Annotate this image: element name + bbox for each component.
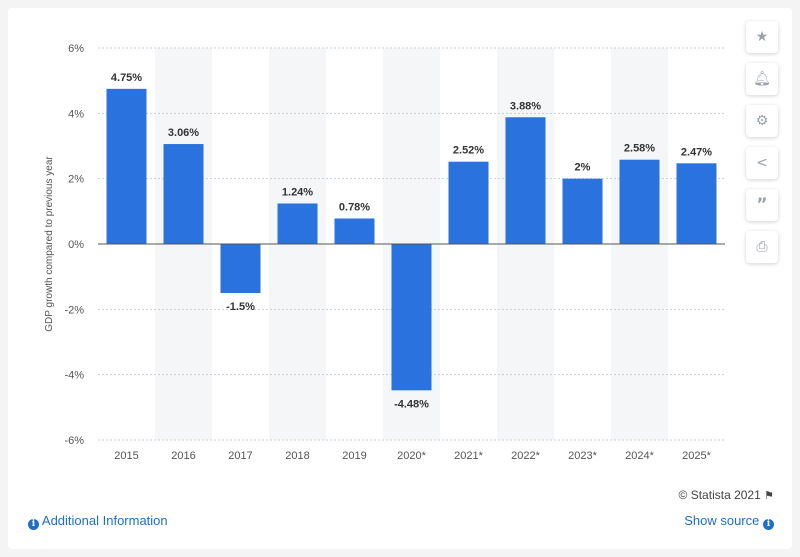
star-icon: ★	[755, 29, 769, 45]
x-tick-label: 2017	[228, 450, 252, 462]
y-tick-label: 4%	[68, 108, 84, 120]
y-tick-label: -4%	[64, 370, 84, 382]
info-icon: i	[763, 519, 774, 530]
print-button[interactable]: ⎙	[746, 231, 778, 263]
data-label: 2.47%	[681, 146, 712, 158]
data-label: 4.75%	[111, 72, 142, 84]
bar	[448, 161, 489, 244]
x-tick-label: 2024*	[625, 450, 654, 462]
data-label: 2%	[575, 162, 591, 174]
x-tick-label: 2022*	[511, 450, 540, 462]
x-tick-label: 2018	[285, 450, 309, 462]
settings-button[interactable]: ⚙	[746, 105, 778, 137]
quote-icon: ”	[756, 195, 768, 215]
bell-icon: 🔔︎	[753, 71, 771, 87]
y-tick-label: 6%	[68, 43, 84, 55]
print-icon: ⎙	[756, 239, 768, 255]
x-tick-label: 2020*	[397, 450, 426, 462]
additional-information-link[interactable]: i Additional Information	[28, 513, 168, 530]
credit-text: © Statista 2021	[678, 488, 761, 502]
x-tick-label: 2021*	[454, 450, 483, 462]
y-tick-label: -2%	[64, 304, 84, 316]
cite-button[interactable]: ”	[746, 189, 778, 221]
data-label: -1.5%	[226, 301, 255, 313]
bar	[220, 244, 261, 293]
y-tick-label: 2%	[68, 174, 84, 186]
bar	[676, 163, 717, 244]
x-tick-label: 2019	[342, 450, 366, 462]
x-tick-label: 2025*	[682, 450, 711, 462]
y-tick-label: 0%	[68, 239, 84, 251]
share-button[interactable]: <	[746, 147, 778, 179]
x-tick-label: 2016	[171, 450, 195, 462]
notification-button[interactable]: 🔔︎	[746, 63, 778, 95]
info-icon: i	[28, 519, 39, 530]
data-label: 2.52%	[453, 145, 484, 157]
x-tick-label: 2023*	[568, 450, 597, 462]
bar	[334, 218, 375, 244]
data-label: 3.88%	[510, 100, 541, 112]
bar	[163, 144, 204, 244]
bar	[505, 117, 546, 244]
gear-icon: ⚙	[755, 113, 769, 129]
data-label: 1.24%	[282, 186, 313, 198]
bar	[619, 159, 660, 244]
data-label: -4.48%	[394, 398, 429, 410]
favorite-button[interactable]: ★	[746, 21, 778, 53]
bar	[391, 244, 432, 391]
show-source-link[interactable]: Show source i	[684, 513, 774, 530]
data-label: 0.78%	[339, 202, 370, 214]
data-label: 2.58%	[624, 143, 655, 155]
flag-icon: ⚑	[764, 490, 774, 502]
data-label: 3.06%	[168, 127, 199, 139]
y-axis-title: GDP growth compared to previous year	[44, 156, 55, 332]
show-source-label: Show source	[684, 513, 760, 528]
bar	[277, 203, 318, 244]
share-icon: <	[756, 155, 768, 171]
additional-information-label: Additional Information	[41, 513, 168, 528]
y-tick-label: -6%	[64, 435, 84, 447]
bar	[562, 178, 603, 244]
bar	[106, 88, 147, 244]
x-tick-label: 2015	[114, 450, 138, 462]
statista-credit[interactable]: © Statista 2021 ⚑	[679, 488, 774, 502]
